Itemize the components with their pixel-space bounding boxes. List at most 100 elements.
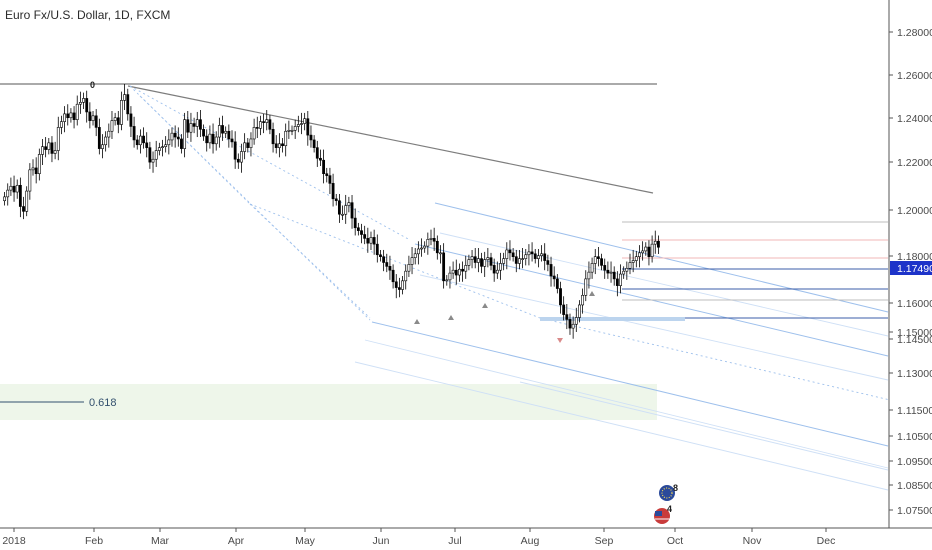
candle-body: [274, 143, 278, 148]
candle-body: [309, 134, 313, 141]
candle-body: [56, 127, 60, 151]
candle-body: [530, 251, 534, 255]
y-axis[interactable]: 1.28000 1.26000 1.24000 1.22000 1.20000 1.180…: [889, 27, 932, 517]
candle-body: [265, 119, 269, 123]
candle-body: [628, 262, 632, 269]
svg-text:4: 4: [667, 504, 672, 514]
candle-body: [170, 132, 174, 141]
candle-body: [606, 269, 610, 274]
candle-body: [22, 206, 25, 212]
candle-body: [549, 264, 553, 277]
candle-body: [290, 129, 294, 132]
candle-body: [303, 118, 307, 124]
candle-body: [622, 270, 626, 275]
candle-body: [199, 119, 202, 130]
y-tick-label: 1.14500: [897, 334, 932, 346]
candle-body: [94, 115, 98, 128]
candle-body: [72, 112, 76, 120]
candle-body: [224, 130, 228, 134]
candle-body: [176, 136, 180, 140]
svg-text:1.17490: 1.17490: [897, 263, 932, 275]
candle-body: [505, 249, 509, 259]
candle-body: [236, 158, 240, 163]
y-tick-label: 1.10500: [897, 431, 932, 443]
candle-body: [540, 253, 543, 257]
candle-body: [66, 113, 70, 119]
candle-body: [69, 112, 73, 119]
candle-body: [518, 258, 521, 264]
last-price-tag: 1.17490: [890, 261, 932, 275]
candle-body: [473, 256, 477, 263]
candle-body: [653, 240, 657, 245]
candle-body: [562, 304, 566, 315]
y-tick-label: 1.18000: [897, 251, 932, 263]
candle-body: [142, 135, 145, 144]
candle-body: [363, 234, 367, 239]
candle-body: [603, 265, 607, 271]
candle-body: [555, 278, 559, 289]
candle-body: [524, 254, 528, 259]
downtrend-line: [127, 85, 654, 194]
candle-body: [536, 255, 540, 259]
candle-body: [546, 260, 550, 265]
x-axis[interactable]: 2018 Feb Mar Apr May Jun Jul Aug Sep Oct Nov Dec: [2, 528, 835, 547]
x-tick-label: Mar: [151, 535, 170, 547]
candle-body: [268, 119, 272, 130]
candle-body: [249, 138, 253, 148]
candle-body: [372, 237, 376, 245]
candle-body: [467, 259, 471, 266]
candle-body: [448, 272, 452, 281]
candle-body: [454, 269, 458, 276]
candle-body: [328, 175, 332, 184]
candle-body: [287, 129, 291, 132]
candle-body: [53, 150, 57, 154]
candle-body: [44, 146, 48, 150]
candle-body: [217, 125, 221, 138]
candle-body: [344, 205, 348, 215]
candle-body: [161, 146, 164, 148]
channel-lines-faint: [354, 232, 889, 491]
candle-body: [502, 258, 506, 264]
candle-body: [281, 143, 284, 147]
construction-lines: [129, 85, 891, 401]
candle-body: [590, 263, 594, 273]
support-zone: [540, 317, 685, 321]
candle-body: [221, 125, 224, 134]
candle-body: [18, 184, 22, 207]
candle-body: [416, 248, 420, 255]
candle-body: [461, 268, 464, 272]
y-tick-label: 1.16000: [897, 298, 932, 310]
candle-body: [41, 146, 44, 155]
candle-body: [382, 256, 386, 263]
candle-body: [259, 121, 262, 129]
candle-body: [243, 142, 247, 152]
fib-zone: [0, 384, 657, 420]
y-tick-label: 1.26000: [897, 70, 932, 82]
candle-body: [495, 269, 499, 274]
candle-body: [644, 246, 648, 252]
candle-body: [385, 262, 389, 267]
candle-body: [451, 269, 455, 274]
candle-body: [233, 141, 237, 160]
event-icon-eu[interactable]: 8: [659, 483, 678, 501]
candle-body: [426, 239, 430, 247]
y-tick-label: 1.08500: [897, 480, 932, 492]
candle-body: [609, 271, 613, 274]
candle-body: [183, 119, 187, 149]
candle-body: [429, 238, 433, 240]
candle-body: [413, 253, 417, 258]
candle-body: [511, 252, 515, 257]
y-tick-label: 1.15000: [897, 327, 932, 339]
candle-body: [277, 143, 281, 148]
candle-body: [331, 183, 335, 200]
candle-body: [584, 278, 588, 296]
candle-body: [356, 227, 360, 231]
x-tick-label: Nov: [743, 535, 762, 547]
candle-body: [6, 189, 10, 198]
candle-body: [186, 119, 190, 133]
candle-body: [650, 243, 654, 257]
candle-body: [293, 126, 297, 131]
x-tick-label: Apr: [228, 535, 245, 547]
event-icon-us[interactable]: 4: [654, 504, 672, 524]
